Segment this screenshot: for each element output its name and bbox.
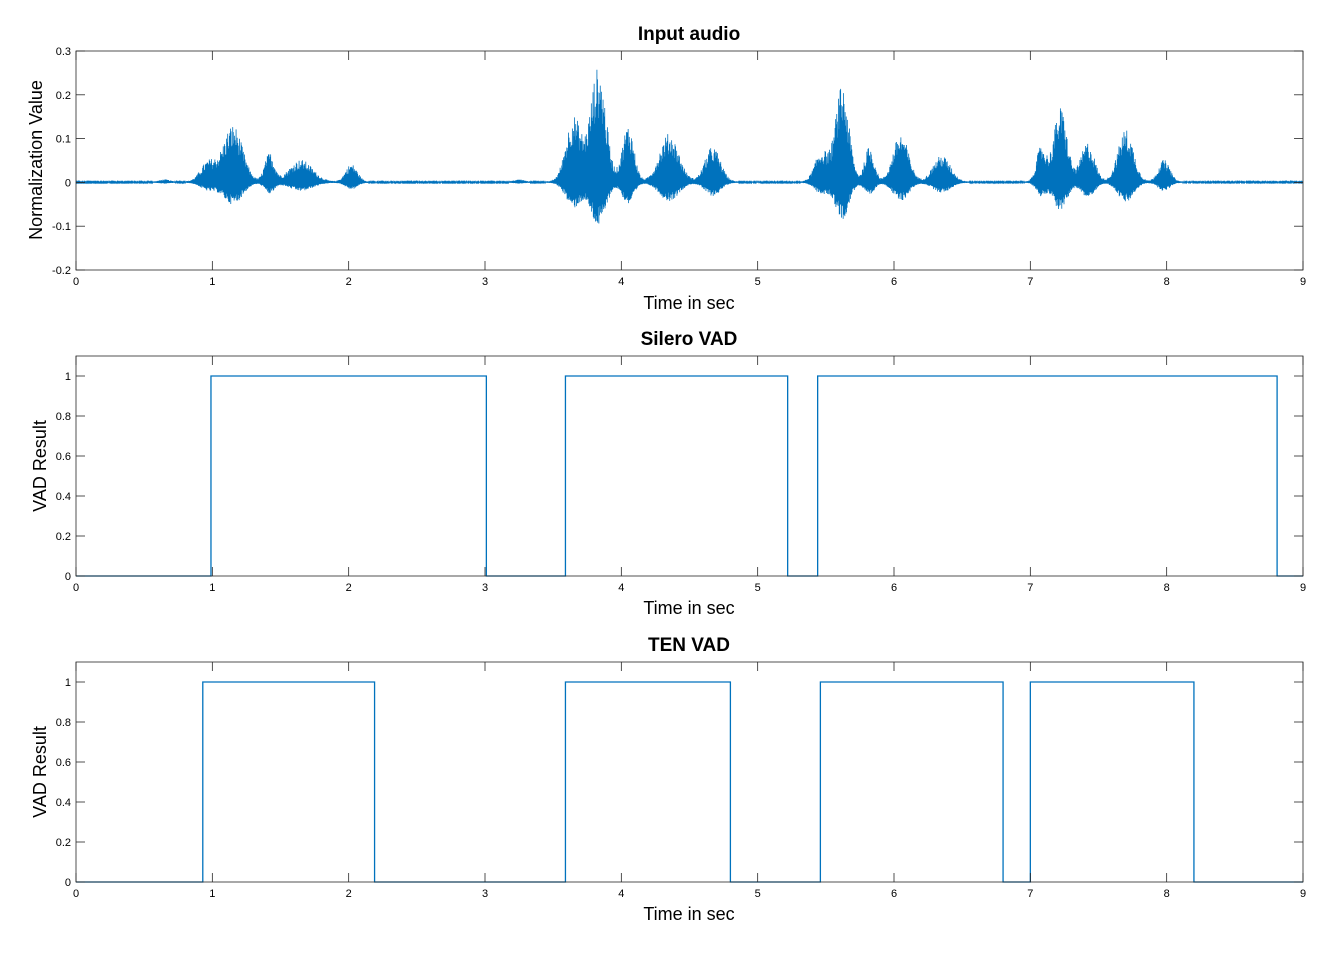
x-tick-label: 4	[618, 276, 624, 288]
x-tick-label: 4	[618, 888, 624, 900]
chart-title: TEN VAD	[648, 635, 730, 656]
x-axis-label: Time in sec	[643, 904, 734, 924]
y-tick-label: 0.4	[56, 797, 71, 809]
axes-box	[75, 355, 1304, 577]
x-tick-label: 5	[755, 888, 761, 900]
x-tick-label: 3	[482, 582, 488, 594]
x-tick-label: 7	[1027, 888, 1033, 900]
y-tick-label: -0.2	[52, 265, 71, 277]
y-tick-label: 0.2	[56, 90, 71, 102]
x-tick-label: 7	[1027, 582, 1033, 594]
y-tick-label: 1	[65, 371, 71, 383]
y-axis-label: VAD Result	[30, 726, 50, 818]
y-tick-label: 0.6	[56, 451, 71, 463]
axes-box	[75, 661, 1304, 883]
panel-input-audio: Input audio 0 1 2 3 4 5 6 7 8 9 -0.2 -0.1 0 0.1 0.2 0.3…	[26, 24, 1306, 313]
x-axis-label: Time in sec	[643, 598, 734, 618]
x-tick-label: 8	[1164, 276, 1170, 288]
chart-title: Silero VAD	[641, 329, 738, 350]
y-tick-label: 0.2	[56, 837, 71, 849]
panel-ten-vad: TEN VAD 0 1 2 3 4 5 6 7 8 9 0 0.2 0.4 0.6 0.8 1 Time in…	[30, 635, 1306, 924]
x-tick-label: 1	[209, 888, 215, 900]
panel-silero-vad: Silero VAD 0 1 2 3 4 5 6 7 8 9 0 0.2 0.4 0.6 0.8 1 Time…	[30, 329, 1306, 618]
x-tick-label: 5	[755, 276, 761, 288]
x-tick-label: 0	[73, 582, 79, 594]
x-tick-label: 1	[209, 582, 215, 594]
x-tick-label: 3	[482, 276, 488, 288]
x-tick-label: 2	[346, 276, 352, 288]
series-line	[76, 375, 1303, 577]
x-axis-label: Time in sec	[643, 293, 734, 313]
y-tick-label: 1	[65, 677, 71, 689]
x-tick-label: 2	[346, 582, 352, 594]
x-tick-label: 9	[1300, 582, 1306, 594]
chart-title: Input audio	[638, 24, 740, 45]
x-tick-label: 6	[891, 276, 897, 288]
x-tick-label: 7	[1027, 276, 1033, 288]
x-tick-label: 4	[618, 582, 624, 594]
y-tick-label: 0	[65, 877, 71, 889]
y-tick-label: 0.1	[56, 134, 71, 146]
x-tick-label: 9	[1300, 276, 1306, 288]
x-tick-label: 2	[346, 888, 352, 900]
x-tick-label: 6	[891, 582, 897, 594]
plot-area: 0 1 2 3 4 5 6 7 8 9 0 0.2 0.4 0.6 0.8 1	[56, 355, 1306, 594]
x-tick-label: 3	[482, 888, 488, 900]
x-tick-label: 6	[891, 888, 897, 900]
plot-area: 0 1 2 3 4 5 6 7 8 9 -0.2 -0.1 0 0.1 0.2 0.3	[52, 46, 1306, 288]
y-tick-label: 0.2	[56, 531, 71, 543]
series-line	[75, 69, 1304, 224]
y-axis-label: Normalization Value	[26, 80, 46, 240]
y-axis-label: VAD Result	[30, 420, 50, 512]
x-tick-label: 0	[73, 276, 79, 288]
y-tick-label: 0.8	[56, 411, 71, 423]
x-tick-label: 8	[1164, 888, 1170, 900]
y-tick-label: -0.1	[52, 221, 71, 233]
x-tick-label: 1	[209, 276, 215, 288]
y-tick-label: 0	[65, 177, 71, 189]
y-tick-label: 0.8	[56, 717, 71, 729]
y-tick-label: 0.3	[56, 46, 71, 58]
x-tick-label: 9	[1300, 888, 1306, 900]
series-line	[76, 681, 1303, 883]
x-tick-label: 0	[73, 888, 79, 900]
y-tick-label: 0.6	[56, 757, 71, 769]
axes-box	[75, 50, 1304, 271]
x-tick-label: 8	[1164, 582, 1170, 594]
x-tick-label: 5	[755, 582, 761, 594]
plot-area: 0 1 2 3 4 5 6 7 8 9 0 0.2 0.4 0.6 0.8 1	[56, 661, 1306, 900]
y-tick-label: 0	[65, 571, 71, 583]
y-tick-label: 0.4	[56, 491, 71, 503]
